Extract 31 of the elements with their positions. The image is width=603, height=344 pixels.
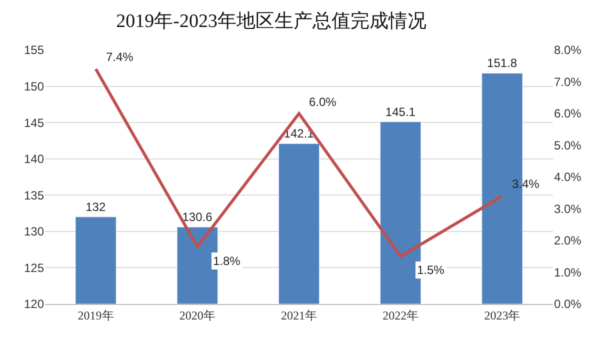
x-tick-label: 2021年	[281, 308, 317, 322]
data-label: 151.8	[487, 56, 518, 70]
data-label: 132	[86, 200, 106, 214]
y-tick-label: 150	[24, 79, 44, 94]
y-tick-label: 155	[24, 43, 44, 58]
y-tick-label: 140	[24, 152, 44, 166]
y2-tick-label: 1.0%	[554, 265, 582, 280]
data-label: 6.0%	[309, 95, 337, 109]
y-tick-label: 120	[24, 297, 44, 312]
y2-tick-label: 4.0%	[554, 170, 582, 184]
x-tick-label: 2019年	[78, 308, 114, 322]
x-tick-label: 2020年	[179, 308, 216, 322]
x-tick-label: 2022年	[382, 308, 419, 322]
y2-tick-label: 7.0%	[554, 74, 582, 89]
data-label: 130.6	[182, 210, 213, 224]
y2-tick-label: 8.0%	[554, 43, 582, 58]
data-label: 1.5%	[417, 263, 445, 277]
y2-tick-label: 0.0%	[554, 297, 582, 312]
y2-tick-label: 5.0%	[554, 138, 582, 152]
data-label: 1.8%	[213, 254, 241, 268]
data-label: 145.1	[385, 104, 416, 119]
y2-tick-label: 2.0%	[554, 234, 582, 248]
chart-title: 2019年-2023年地区生产总值完成情况	[116, 10, 427, 32]
y2-tick-label: 6.0%	[554, 106, 582, 121]
y-tick-label: 130	[24, 224, 44, 239]
data-label: 7.4%	[106, 50, 134, 64]
y-tick-label: 125	[24, 260, 44, 275]
y-tick-label: 135	[24, 188, 44, 202]
y-tick-label: 145	[24, 116, 44, 130]
y2-tick-label: 3.0%	[554, 202, 582, 216]
x-tick-label: 2023年	[484, 308, 520, 322]
